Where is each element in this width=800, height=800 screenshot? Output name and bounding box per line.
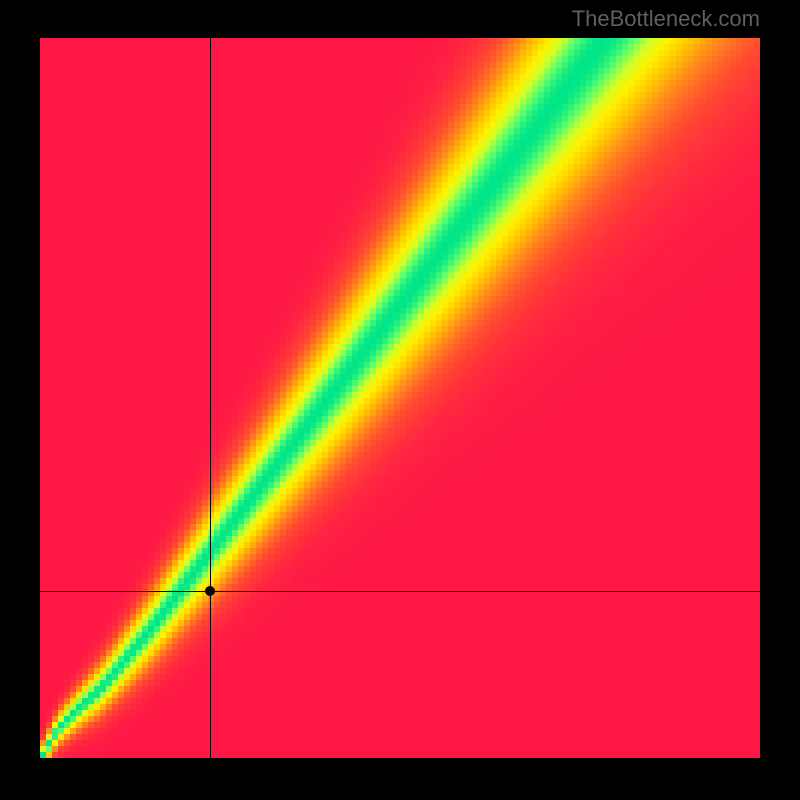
crosshair-marker [205,586,215,596]
heatmap-plot [40,38,760,758]
crosshair-horizontal [40,591,760,592]
heatmap-canvas [40,38,760,758]
watermark-text: TheBottleneck.com [572,6,760,32]
crosshair-vertical [210,38,211,758]
